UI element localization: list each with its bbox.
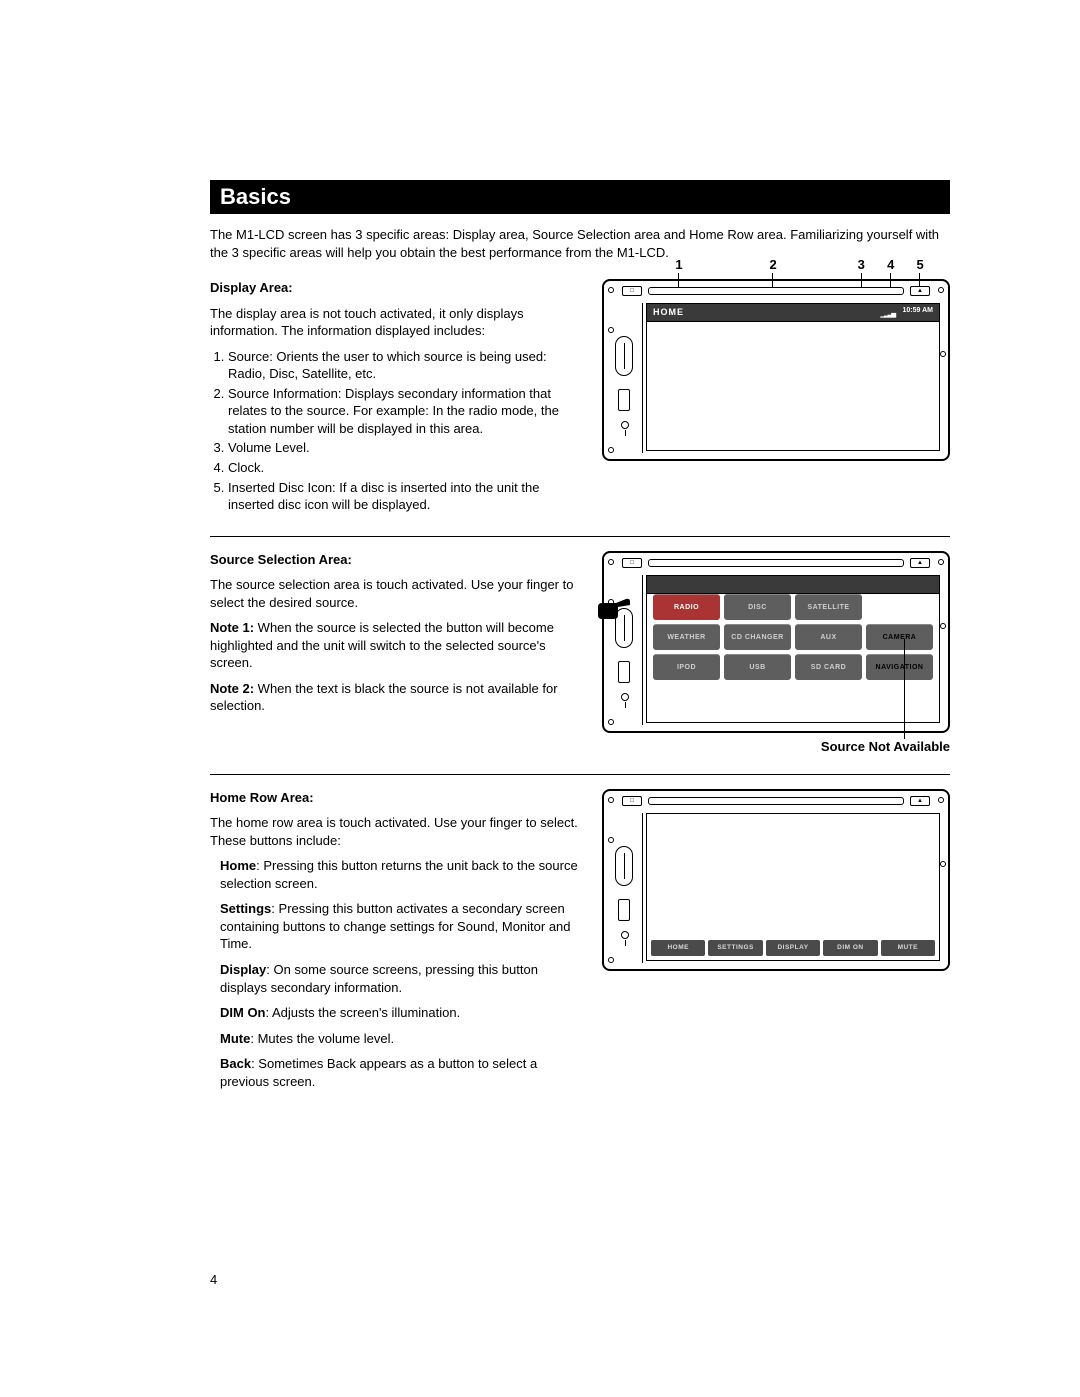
divider bbox=[210, 774, 950, 775]
homerow-button[interactable]: HOME bbox=[651, 940, 705, 956]
callout-number: 4 bbox=[887, 257, 894, 272]
homerow-heading: Home Row Area: bbox=[210, 789, 582, 807]
homerow-item: Home: Pressing this button returns the u… bbox=[220, 857, 582, 892]
source-button[interactable]: AUX bbox=[795, 624, 862, 650]
source-note2: Note 2: When the text is black the sourc… bbox=[210, 680, 582, 715]
callout-number: 2 bbox=[769, 257, 776, 272]
figure-home-row: □▲ HOMESETTINGSDISPLAYDIM ONMUTE bbox=[602, 789, 950, 971]
source-button[interactable]: SATELLITE bbox=[795, 594, 862, 620]
source-button[interactable]: NAVIGATION bbox=[866, 654, 933, 680]
display-heading: Display Area: bbox=[210, 279, 582, 297]
homerow-item: Display: On some source screens, pressin… bbox=[220, 961, 582, 996]
display-list: Source: Orients the user to which source… bbox=[210, 348, 582, 514]
callout-number: 1 bbox=[675, 257, 682, 272]
homerow-item: Settings: Pressing this button activates… bbox=[220, 900, 582, 953]
section-title: Basics bbox=[210, 180, 950, 214]
display-lead: The display area is not touch activated,… bbox=[210, 305, 582, 340]
volume-knob-icon bbox=[615, 336, 633, 376]
pointing-hand-icon bbox=[596, 593, 636, 623]
source-button[interactable]: WEATHER bbox=[653, 624, 720, 650]
source-p1: The source selection area is touch activ… bbox=[210, 576, 582, 611]
mic-icon bbox=[621, 421, 629, 429]
source-button[interactable]: USB bbox=[724, 654, 791, 680]
source-button[interactable]: CD CHANGER bbox=[724, 624, 791, 650]
screen-source-label: HOME bbox=[653, 307, 684, 317]
source-note1: Note 1: When the source is selected the … bbox=[210, 619, 582, 672]
eject-icon: ▲ bbox=[910, 286, 930, 296]
eject-icon: □ bbox=[622, 286, 642, 296]
signal-icon: ▁▂▃▅ bbox=[881, 311, 895, 318]
source-button[interactable]: SD CARD bbox=[795, 654, 862, 680]
figure-source-area: □▲ RADIODISCSATELLITEWEATHERCD CHANGERAU… bbox=[602, 551, 950, 733]
homerow-button[interactable]: MUTE bbox=[881, 940, 935, 956]
source-caption: Source Not Available bbox=[602, 739, 950, 754]
divider bbox=[210, 536, 950, 537]
homerow-button[interactable]: SETTINGS bbox=[708, 940, 762, 956]
display-list-item: Volume Level. bbox=[228, 439, 582, 457]
homerow-item: Mute: Mutes the volume level. bbox=[220, 1030, 582, 1048]
homerow-button[interactable]: DIM ON bbox=[823, 940, 877, 956]
homerow-lead: The home row area is touch activated. Us… bbox=[210, 814, 582, 849]
screen-clock: 10:59 AM bbox=[903, 307, 933, 314]
source-button[interactable]: RADIO bbox=[653, 594, 720, 620]
callout-number: 3 bbox=[858, 257, 865, 272]
figure-display-area: 12345 □ ▲ HOME ▁▂▃▅ 10:59 AM bbox=[602, 279, 950, 461]
homerow-item: Back: Sometimes Back appears as a button… bbox=[220, 1055, 582, 1090]
display-list-item: Source: Orients the user to which source… bbox=[228, 348, 582, 383]
intro-text: The M1-LCD screen has 3 specific areas: … bbox=[210, 226, 950, 261]
display-list-item: Inserted Disc Icon: If a disc is inserte… bbox=[228, 479, 582, 514]
source-button[interactable]: DISC bbox=[724, 594, 791, 620]
source-heading: Source Selection Area: bbox=[210, 551, 582, 569]
source-button[interactable]: CAMERA bbox=[866, 624, 933, 650]
display-list-item: Source Information: Displays secondary i… bbox=[228, 385, 582, 438]
homerow-item: DIM On: Adjusts the screen's illuminatio… bbox=[220, 1004, 582, 1022]
homerow-button[interactable]: DISPLAY bbox=[766, 940, 820, 956]
display-list-item: Clock. bbox=[228, 459, 582, 477]
source-button[interactable]: IPOD bbox=[653, 654, 720, 680]
callout-number: 5 bbox=[916, 257, 923, 272]
page-number: 4 bbox=[210, 1272, 217, 1287]
usb-icon bbox=[618, 389, 630, 411]
